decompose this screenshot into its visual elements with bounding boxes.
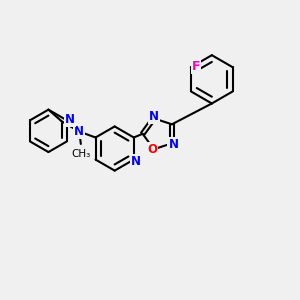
Text: N: N — [65, 113, 75, 126]
Text: N: N — [74, 125, 84, 138]
Text: O: O — [147, 143, 158, 156]
Text: N: N — [131, 154, 141, 167]
Text: F: F — [192, 60, 200, 73]
Text: N: N — [168, 138, 178, 151]
Text: CH₃: CH₃ — [72, 149, 91, 159]
Text: N: N — [149, 110, 159, 123]
